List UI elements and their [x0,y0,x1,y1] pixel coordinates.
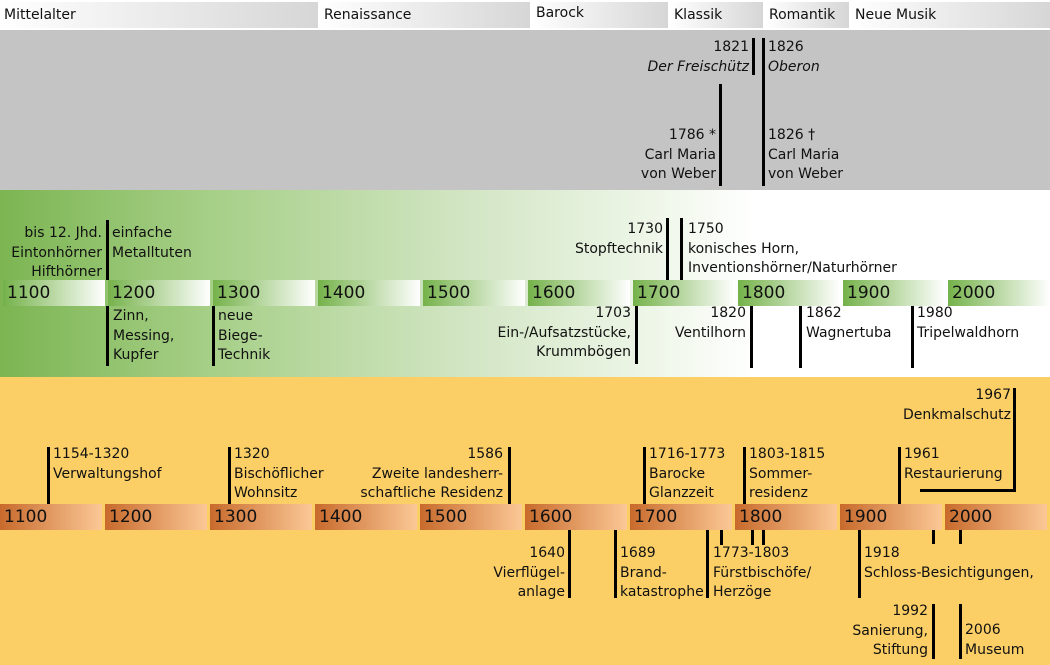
castle-axis-tick: 1700 [630,504,732,530]
castle-event-line [743,447,746,504]
castle-event-label: 1689 Brand- katastrophe [620,545,704,600]
castle-event-label: 1773-1803 Fürstbischöfe/ Herzöge [713,545,812,600]
horn-event-line [212,306,215,366]
freischuetz-label: 1821 Der Freischütz [647,39,750,75]
castle-axis-tick: 1100 [0,504,102,530]
castle-event-label: 1918 Schloss-Besichtigungen, [864,545,1034,581]
castle-event-line [762,530,765,545]
horn-event-label: einfache Metalltuten [112,225,192,261]
oberon-death-line [762,38,765,186]
castle-event-label: 1154-1320 Verwaltungshof [53,446,162,482]
castle-event-label: 1803-1815 Sommer- residenz [749,446,826,501]
horn-event-label: Zinn, Messing, Kupfer [113,308,175,363]
castle-event-line [898,447,901,504]
oberon-label: 1826 Oberon [768,39,820,75]
horn-axis-tick: 1100 [3,280,105,306]
horn-event-line [680,218,683,280]
castle-event-line [47,447,50,504]
castle-event-line [932,604,935,659]
epoch-barock: Barock [532,2,668,28]
castle-event-line [614,530,617,598]
castle-axis-tick: 1500 [420,504,522,530]
castle-event-line [751,530,754,545]
horn-axis-tick: 1900 [843,280,945,306]
horn-event-line [666,218,669,280]
castle-event-label: 1320 Bischöflicher Wohnsitz [234,446,324,501]
horn-axis-tick: 1600 [528,280,630,306]
horn-event-line [106,220,109,280]
castle-event-line [720,530,723,545]
castle-axis-tick: 2000 [945,504,1047,530]
horn-axis-tick: 2000 [948,280,1050,306]
castle-event-line [643,447,646,504]
castle-event-line [228,447,231,504]
castle-event-line [959,604,962,659]
weber-birth-label: 1786 * Carl Maria von Weber [640,127,716,182]
horn-axis-tick: 1300 [213,280,315,306]
castle-event-line [959,530,962,544]
castle-event-line [508,447,511,504]
castle-event-label: 1992 Sanierung, Stiftung [852,603,928,658]
castle-event-line [920,489,1016,492]
castle-axis-tick: 1400 [315,504,417,530]
horn-event-label: 1703 Ein-/Aufsatzstücke, Krummbögen [497,305,632,360]
weber-death-label: 1826 † Carl Maria von Weber [768,127,844,182]
horn-axis-tick: 1200 [108,280,210,306]
castle-axis-tick: 1300 [210,504,312,530]
castle-event-line [1013,388,1016,492]
horn-event-line [911,306,914,368]
castle-event-line [568,530,571,598]
castle-axis-tick: 1600 [525,504,627,530]
freischuetz-line [752,38,755,75]
castle-event-line [706,530,709,598]
epoch-klassik: Klassik [670,2,763,28]
castle-event-label: 2006 Museum [965,622,1025,658]
horn-axis-tick: 1700 [633,280,735,306]
castle-event-line [858,530,861,598]
castle-event-label: 1586 Zweite landesherr- schaftliche Resi… [360,446,503,501]
epoch-renaissance: Renaissance [320,2,530,28]
castle-event-line [932,530,935,544]
castle-event-label: 1967 Denkmalschutz [902,387,1011,423]
horn-event-line [106,306,109,366]
epoch-neue-musik: Neue Musik [851,2,1050,28]
horn-event-line [635,306,638,364]
horn-event-label: neue Biege- Technik [218,308,271,363]
castle-event-label: 1961 Restaurierung [904,446,1003,482]
horn-event-label: 1980 Tripelwaldhorn [917,305,1020,341]
weber-birth-line [719,84,722,186]
horn-event-label: 1862 Wagnertuba [806,305,892,341]
music-band [0,30,1050,190]
horn-event-label: 1750 konisches Horn, Inventionshörner/Na… [688,221,897,276]
horn-axis-tick: 1400 [318,280,420,306]
epoch-romantik: Romantik [765,2,849,28]
horn-axis-tick: 1800 [738,280,840,306]
castle-axis-tick: 1800 [735,504,837,530]
horn-event-line [750,306,753,368]
horn-event-label: bis 12. Jhd. Eintonhörner Hifthörner [11,225,102,280]
epoch-mittelalter: Mittelalter [0,2,318,28]
castle-event-label: 1640 Vierflügel- anlage [493,545,565,600]
horn-event-label: 1820 Ventilhorn [674,305,746,341]
castle-event-label: 1716-1773 Barocke Glanzzeit [649,446,726,501]
castle-axis-tick: 1900 [840,504,942,530]
horn-event-line [799,306,802,368]
epoch-header: Mittelalter Renaissance Barock Klassik R… [0,0,1050,30]
castle-axis-tick: 1200 [105,504,207,530]
horn-axis-tick: 1500 [423,280,525,306]
horn-event-label: 1730 Stopftechnik [574,221,663,257]
